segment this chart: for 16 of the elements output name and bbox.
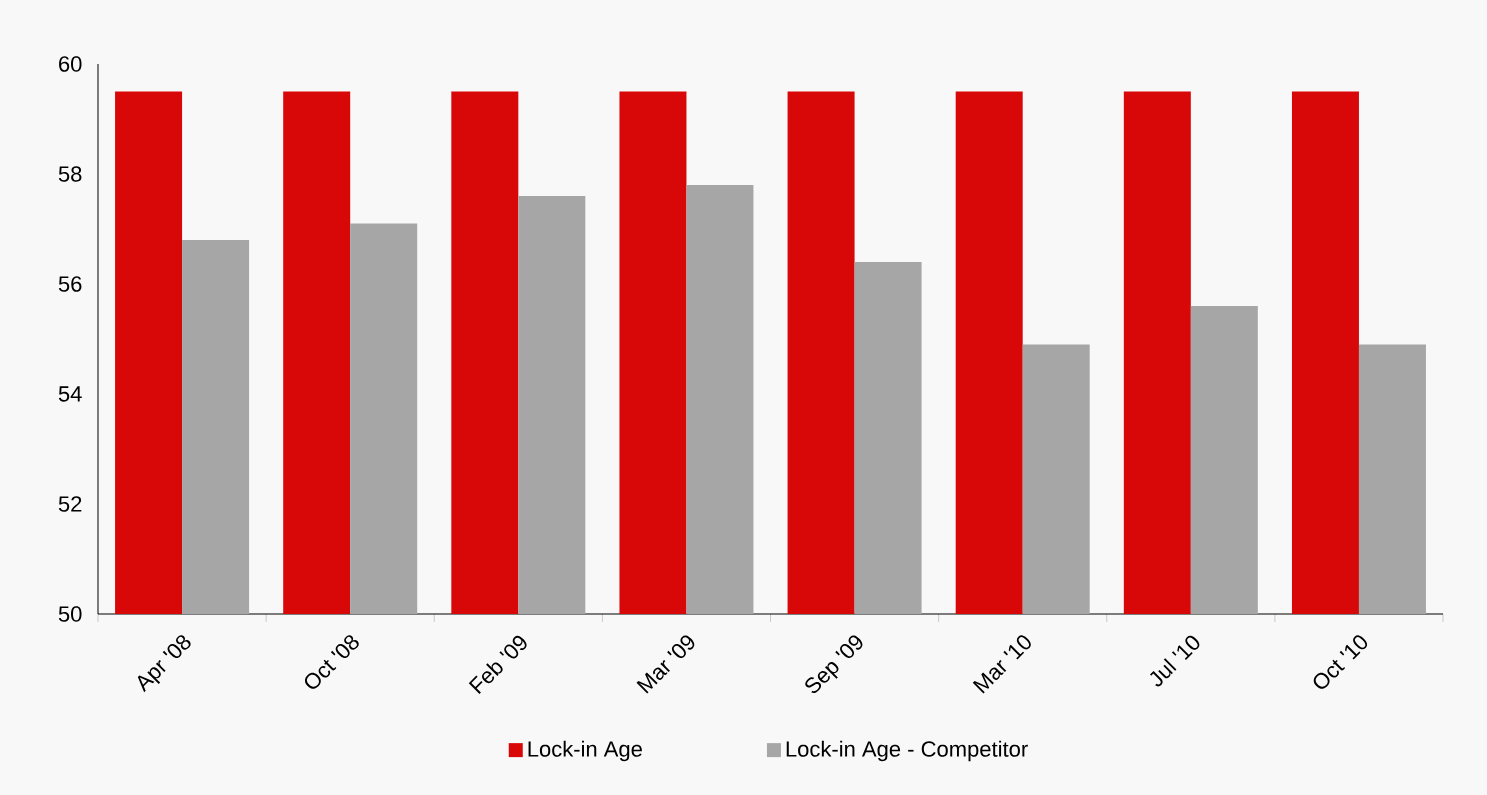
legend-label: Lock-in Age - Competitor [786, 740, 1028, 762]
y-tick-label: 52 [58, 496, 82, 512]
x-tick-label: Oct '08 [304, 635, 359, 689]
y-tick-label: 60 [59, 56, 82, 72]
x-tick-label: Apr '08 [137, 635, 191, 693]
x-tick-label: Oct '10 [1313, 635, 1368, 689]
legend-label: Lock-in Age [528, 740, 642, 762]
x-tick-label: Mar '09 [636, 635, 695, 694]
x-tick-label: Sep '09 [805, 635, 863, 694]
y-tick-label: 54 [58, 386, 82, 402]
y-tick-label: 56 [58, 276, 82, 292]
x-tick-label: Jul '10 [1150, 635, 1200, 687]
y-tick-label: 58 [58, 166, 82, 182]
x-tick-label: Mar '10 [972, 635, 1031, 694]
x-tick-label: Feb '09 [468, 635, 527, 694]
y-tick-label: 50 [58, 606, 82, 622]
